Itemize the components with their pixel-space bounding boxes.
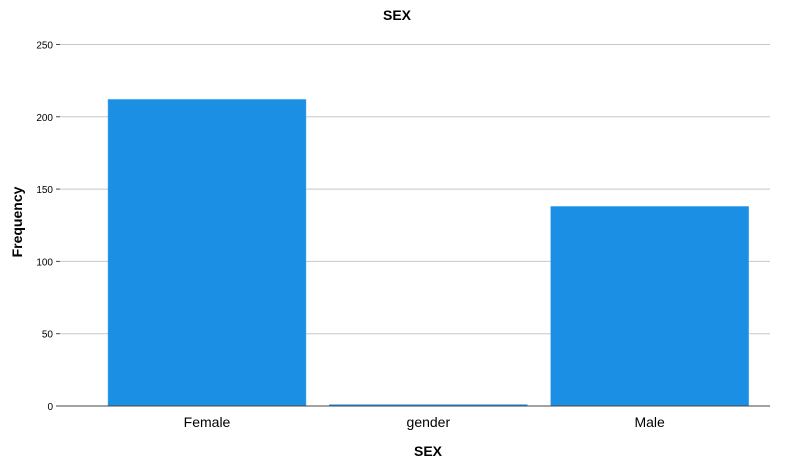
bars [107,99,749,407]
x-axis-ticks: Female gender Male [184,414,665,430]
y-tick-label: 0 [47,402,53,413]
y-tick-label: 50 [42,330,54,341]
y-axis-title: Frequency [9,186,25,257]
y-tick-label: 250 [36,40,53,51]
bar-female [107,99,307,407]
y-tick-label: 150 [36,185,53,196]
x-axis-title: SEX [414,443,443,459]
x-tick-label: Male [634,414,665,430]
y-axis-ticks: 0 50 100 150 200 250 [36,40,60,413]
y-tick-label: 200 [36,113,53,124]
y-tick-label: 100 [36,257,53,268]
x-tick-label: Female [184,414,231,430]
bar-male [550,206,749,407]
chart-title: SEX [383,7,412,23]
x-tick-label: gender [407,414,451,430]
